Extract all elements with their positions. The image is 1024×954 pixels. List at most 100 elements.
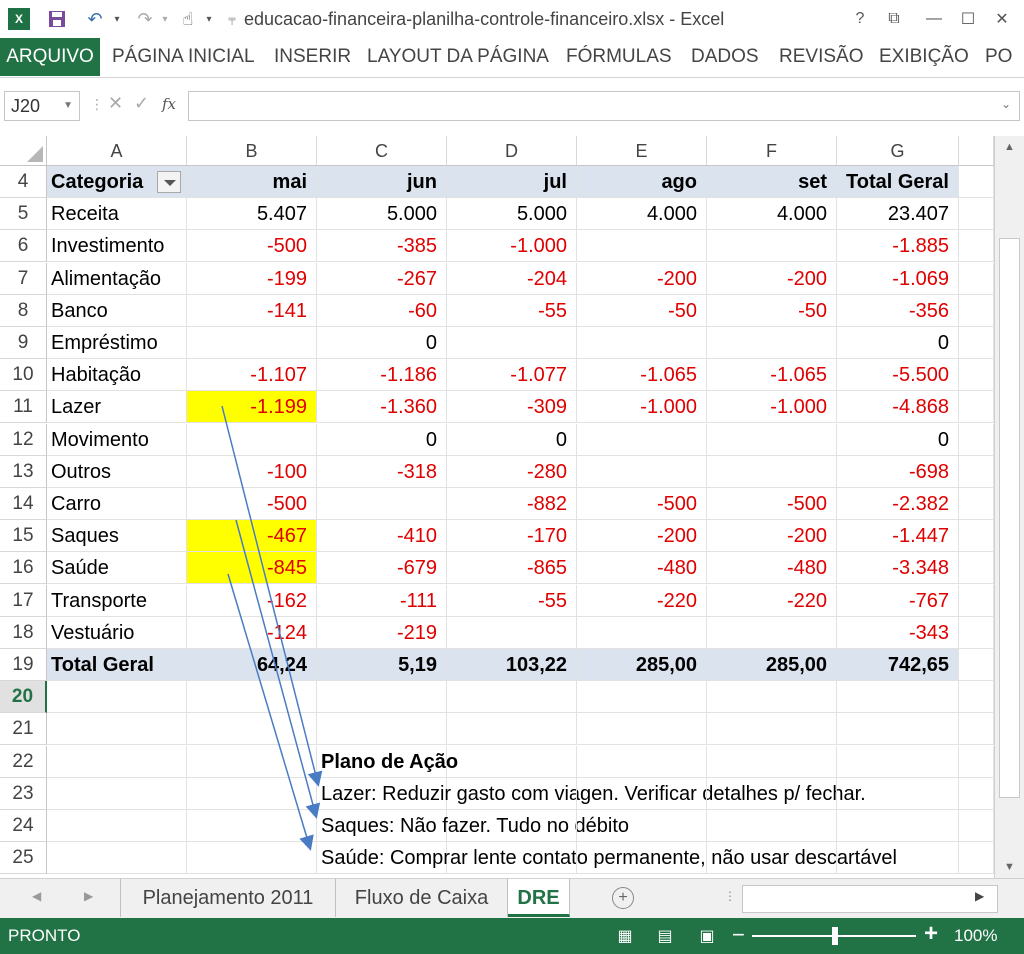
cell-h4[interactable] bbox=[959, 166, 994, 198]
cell-a6[interactable]: Investimento bbox=[47, 230, 187, 263]
row-header-19[interactable]: 19 bbox=[0, 649, 47, 681]
cell-b17[interactable]: -162 bbox=[187, 584, 317, 617]
cell-h25[interactable] bbox=[959, 842, 994, 875]
cell-h22[interactable] bbox=[959, 745, 994, 778]
undo-icon[interactable]: ↶ bbox=[87, 8, 103, 29]
cell-b10[interactable]: -1.107 bbox=[187, 359, 317, 392]
row-header-11[interactable]: 11 bbox=[0, 391, 47, 424]
cell-b21[interactable] bbox=[187, 713, 317, 746]
cell-h12[interactable] bbox=[959, 423, 994, 456]
column-header-h[interactable] bbox=[959, 136, 994, 166]
cell-b11[interactable]: -1.199 bbox=[187, 391, 317, 424]
page-break-preview-icon[interactable]: ▣ bbox=[699, 928, 715, 945]
cell-c10[interactable]: -1.186 bbox=[317, 359, 447, 392]
cell-f13[interactable] bbox=[707, 455, 837, 488]
cell-e10[interactable]: -1.065 bbox=[577, 359, 707, 392]
row-header-4[interactable]: 4 bbox=[0, 166, 47, 198]
save-icon[interactable] bbox=[44, 6, 70, 32]
maximize-icon[interactable]: ☐ bbox=[960, 11, 976, 28]
insert-function-icon[interactable]: fx bbox=[162, 95, 177, 113]
cell-d19[interactable]: 103,22 bbox=[447, 649, 577, 681]
cell-a21[interactable] bbox=[47, 713, 187, 746]
cell-f15[interactable]: -200 bbox=[707, 520, 837, 553]
row-header-23[interactable]: 23 bbox=[0, 777, 47, 810]
cell-g24[interactable] bbox=[837, 810, 959, 842]
cell-b6[interactable]: -500 bbox=[187, 230, 317, 263]
row-header-18[interactable]: 18 bbox=[0, 616, 47, 649]
column-header-a[interactable]: A bbox=[47, 136, 187, 166]
enter-icon[interactable]: ✓ bbox=[134, 93, 150, 113]
redo-dropdown-icon[interactable]: ▾ bbox=[162, 13, 168, 25]
cell-a8[interactable]: Banco bbox=[47, 294, 187, 327]
cell-d18[interactable] bbox=[447, 616, 577, 649]
cell-c18[interactable]: -219 bbox=[317, 616, 447, 649]
cell-d5[interactable]: 5.000 bbox=[447, 198, 577, 231]
row-header-17[interactable]: 17 bbox=[0, 584, 47, 617]
cell-b18[interactable]: -124 bbox=[187, 616, 317, 649]
cell-c21[interactable] bbox=[317, 713, 447, 746]
cell-g10[interactable]: -5.500 bbox=[837, 359, 959, 392]
row-header-25[interactable]: 25 bbox=[0, 842, 47, 875]
quick-access-more-icon[interactable]: ╤ bbox=[228, 13, 236, 25]
cell-g5[interactable]: 23.407 bbox=[837, 198, 959, 231]
cell-d21[interactable] bbox=[447, 713, 577, 746]
row-header-24[interactable]: 24 bbox=[0, 810, 47, 842]
cell-h24[interactable] bbox=[959, 810, 994, 842]
cell-f11[interactable]: -1.000 bbox=[707, 391, 837, 424]
cell-e16[interactable]: -480 bbox=[577, 552, 707, 585]
cell-e9[interactable] bbox=[577, 327, 707, 359]
cell-g20[interactable] bbox=[837, 681, 959, 714]
cell-c6[interactable]: -385 bbox=[317, 230, 447, 263]
cell-d25[interactable] bbox=[447, 842, 577, 875]
cell-h7[interactable] bbox=[959, 262, 994, 295]
cell-c5[interactable]: 5.000 bbox=[317, 198, 447, 231]
zoom-out-icon[interactable]: − bbox=[732, 922, 745, 947]
minimize-icon[interactable]: — bbox=[926, 10, 942, 27]
cell-a13[interactable]: Outros bbox=[47, 455, 187, 488]
tab-revisao[interactable]: REVISÃO bbox=[779, 46, 864, 67]
row-header-14[interactable]: 14 bbox=[0, 488, 47, 520]
cell-f7[interactable]: -200 bbox=[707, 262, 837, 295]
select-all-button[interactable] bbox=[0, 136, 47, 166]
cell-a7[interactable]: Alimentação bbox=[47, 262, 187, 295]
tab-powerpivot[interactable]: PO bbox=[985, 46, 1013, 67]
cell-g21[interactable] bbox=[837, 713, 959, 746]
cell-c20[interactable] bbox=[317, 681, 447, 714]
zoom-level[interactable]: 100% bbox=[954, 926, 998, 945]
sheet-tab-fluxo-de-caixa[interactable]: Fluxo de Caixa bbox=[336, 879, 508, 917]
column-header-d[interactable]: D bbox=[447, 136, 577, 166]
cell-a17[interactable]: Transporte bbox=[47, 584, 187, 617]
cell-c19[interactable]: 5,19 bbox=[317, 649, 447, 681]
cell-e23[interactable] bbox=[577, 777, 707, 810]
cell-a19[interactable]: Total Geral bbox=[47, 649, 187, 681]
cell-e15[interactable]: -200 bbox=[577, 520, 707, 553]
cell-h10[interactable] bbox=[959, 359, 994, 392]
cell-g7[interactable]: -1.069 bbox=[837, 262, 959, 295]
row-header-9[interactable]: 9 bbox=[0, 327, 47, 359]
cell-f9[interactable] bbox=[707, 327, 837, 359]
tab-inserir[interactable]: INSERIR bbox=[274, 46, 352, 67]
row-header-12[interactable]: 12 bbox=[0, 423, 47, 456]
cell-c23[interactable]: Lazer: Reduzir gasto com viagen. Verific… bbox=[317, 777, 866, 810]
cell-h14[interactable] bbox=[959, 488, 994, 520]
cell-e7[interactable]: -200 bbox=[577, 262, 707, 295]
row-header-5[interactable]: 5 bbox=[0, 198, 47, 231]
cell-f22[interactable] bbox=[707, 745, 837, 778]
scroll-right-icon[interactable]: ▶ bbox=[975, 889, 985, 903]
cell-h8[interactable] bbox=[959, 294, 994, 327]
cell-d10[interactable]: -1.077 bbox=[447, 359, 577, 392]
cell-h23[interactable] bbox=[959, 777, 994, 810]
tab-split-handle-icon[interactable]: ⋮ bbox=[724, 889, 736, 903]
name-box[interactable]: J20 ▼ bbox=[4, 91, 80, 121]
cell-f12[interactable] bbox=[707, 423, 837, 456]
cell-a5[interactable]: Receita bbox=[47, 198, 187, 231]
scroll-up-icon[interactable]: ▲ bbox=[1004, 141, 1015, 153]
cell-b22[interactable] bbox=[187, 745, 317, 778]
cell-e22[interactable] bbox=[577, 745, 707, 778]
cell-b19[interactable]: 64,24 bbox=[187, 649, 317, 681]
cell-e6[interactable] bbox=[577, 230, 707, 263]
cell-h13[interactable] bbox=[959, 455, 994, 488]
cell-g12[interactable]: 0 bbox=[837, 423, 959, 456]
cell-e24[interactable] bbox=[577, 810, 707, 842]
